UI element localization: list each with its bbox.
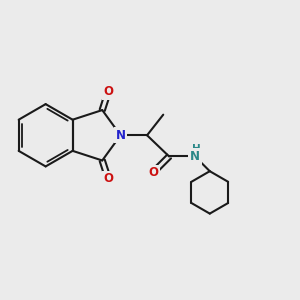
Text: H: H — [192, 144, 201, 154]
Text: O: O — [103, 172, 113, 185]
Text: N: N — [116, 129, 126, 142]
Text: O: O — [148, 166, 158, 179]
Text: O: O — [103, 85, 113, 98]
Text: N: N — [190, 150, 200, 163]
